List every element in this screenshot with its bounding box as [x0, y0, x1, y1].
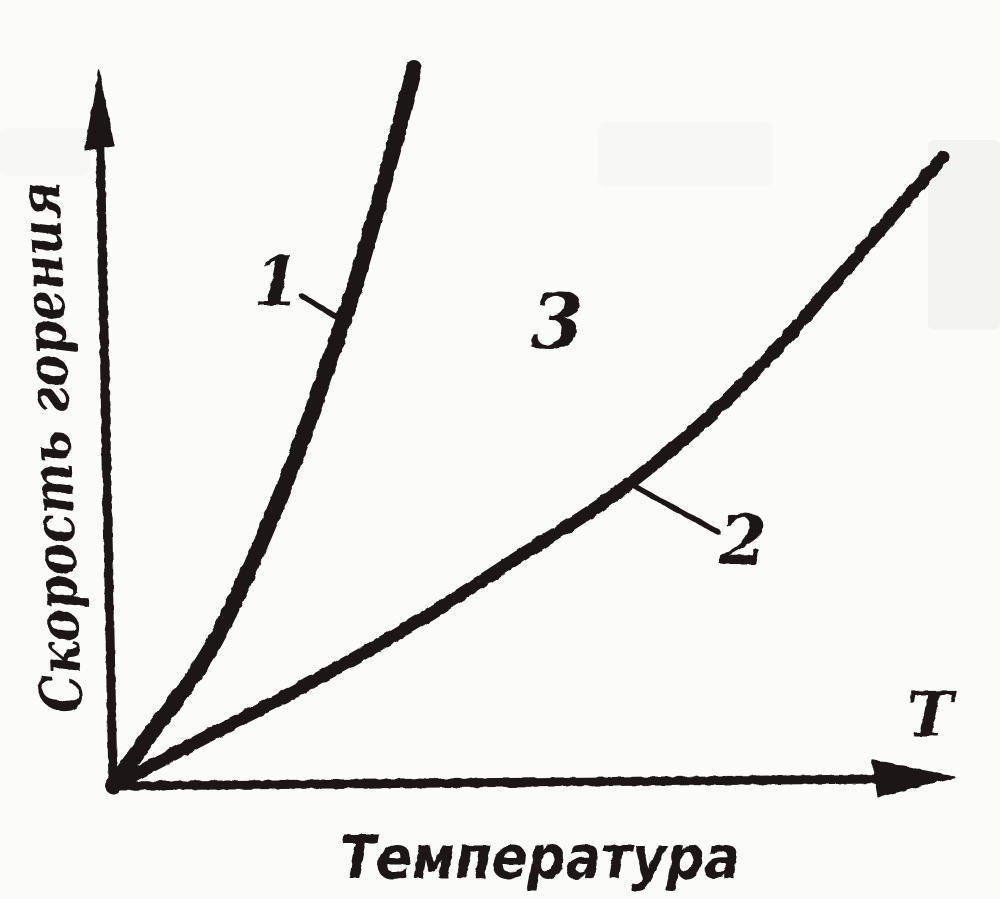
- x-axis: [108, 774, 893, 791]
- scan-artifact: [928, 140, 1000, 330]
- y-axis: [95, 127, 118, 791]
- curve-1-label: 1: [253, 242, 300, 322]
- y-axis-title: Скорость горения: [6, 180, 96, 714]
- x-axis-symbol: Т: [907, 678, 957, 751]
- scan-artifact: [0, 128, 90, 176]
- curve-2-leader-line: [631, 483, 721, 535]
- curve-2: [106, 150, 950, 793]
- curve-1: [105, 60, 422, 794]
- curve-1-leader-line: [299, 293, 351, 327]
- curve-2-label: 2: [718, 501, 766, 581]
- region-3-label: 3: [531, 277, 584, 366]
- x-axis-title: Температура: [340, 823, 740, 893]
- scan-artifact: [598, 122, 773, 187]
- x-axis-arrowhead: [871, 759, 956, 798]
- ink-drawing: 1 2 3 Т Температура Скорость горения: [6, 60, 957, 893]
- y-axis-arrowhead: [84, 69, 115, 151]
